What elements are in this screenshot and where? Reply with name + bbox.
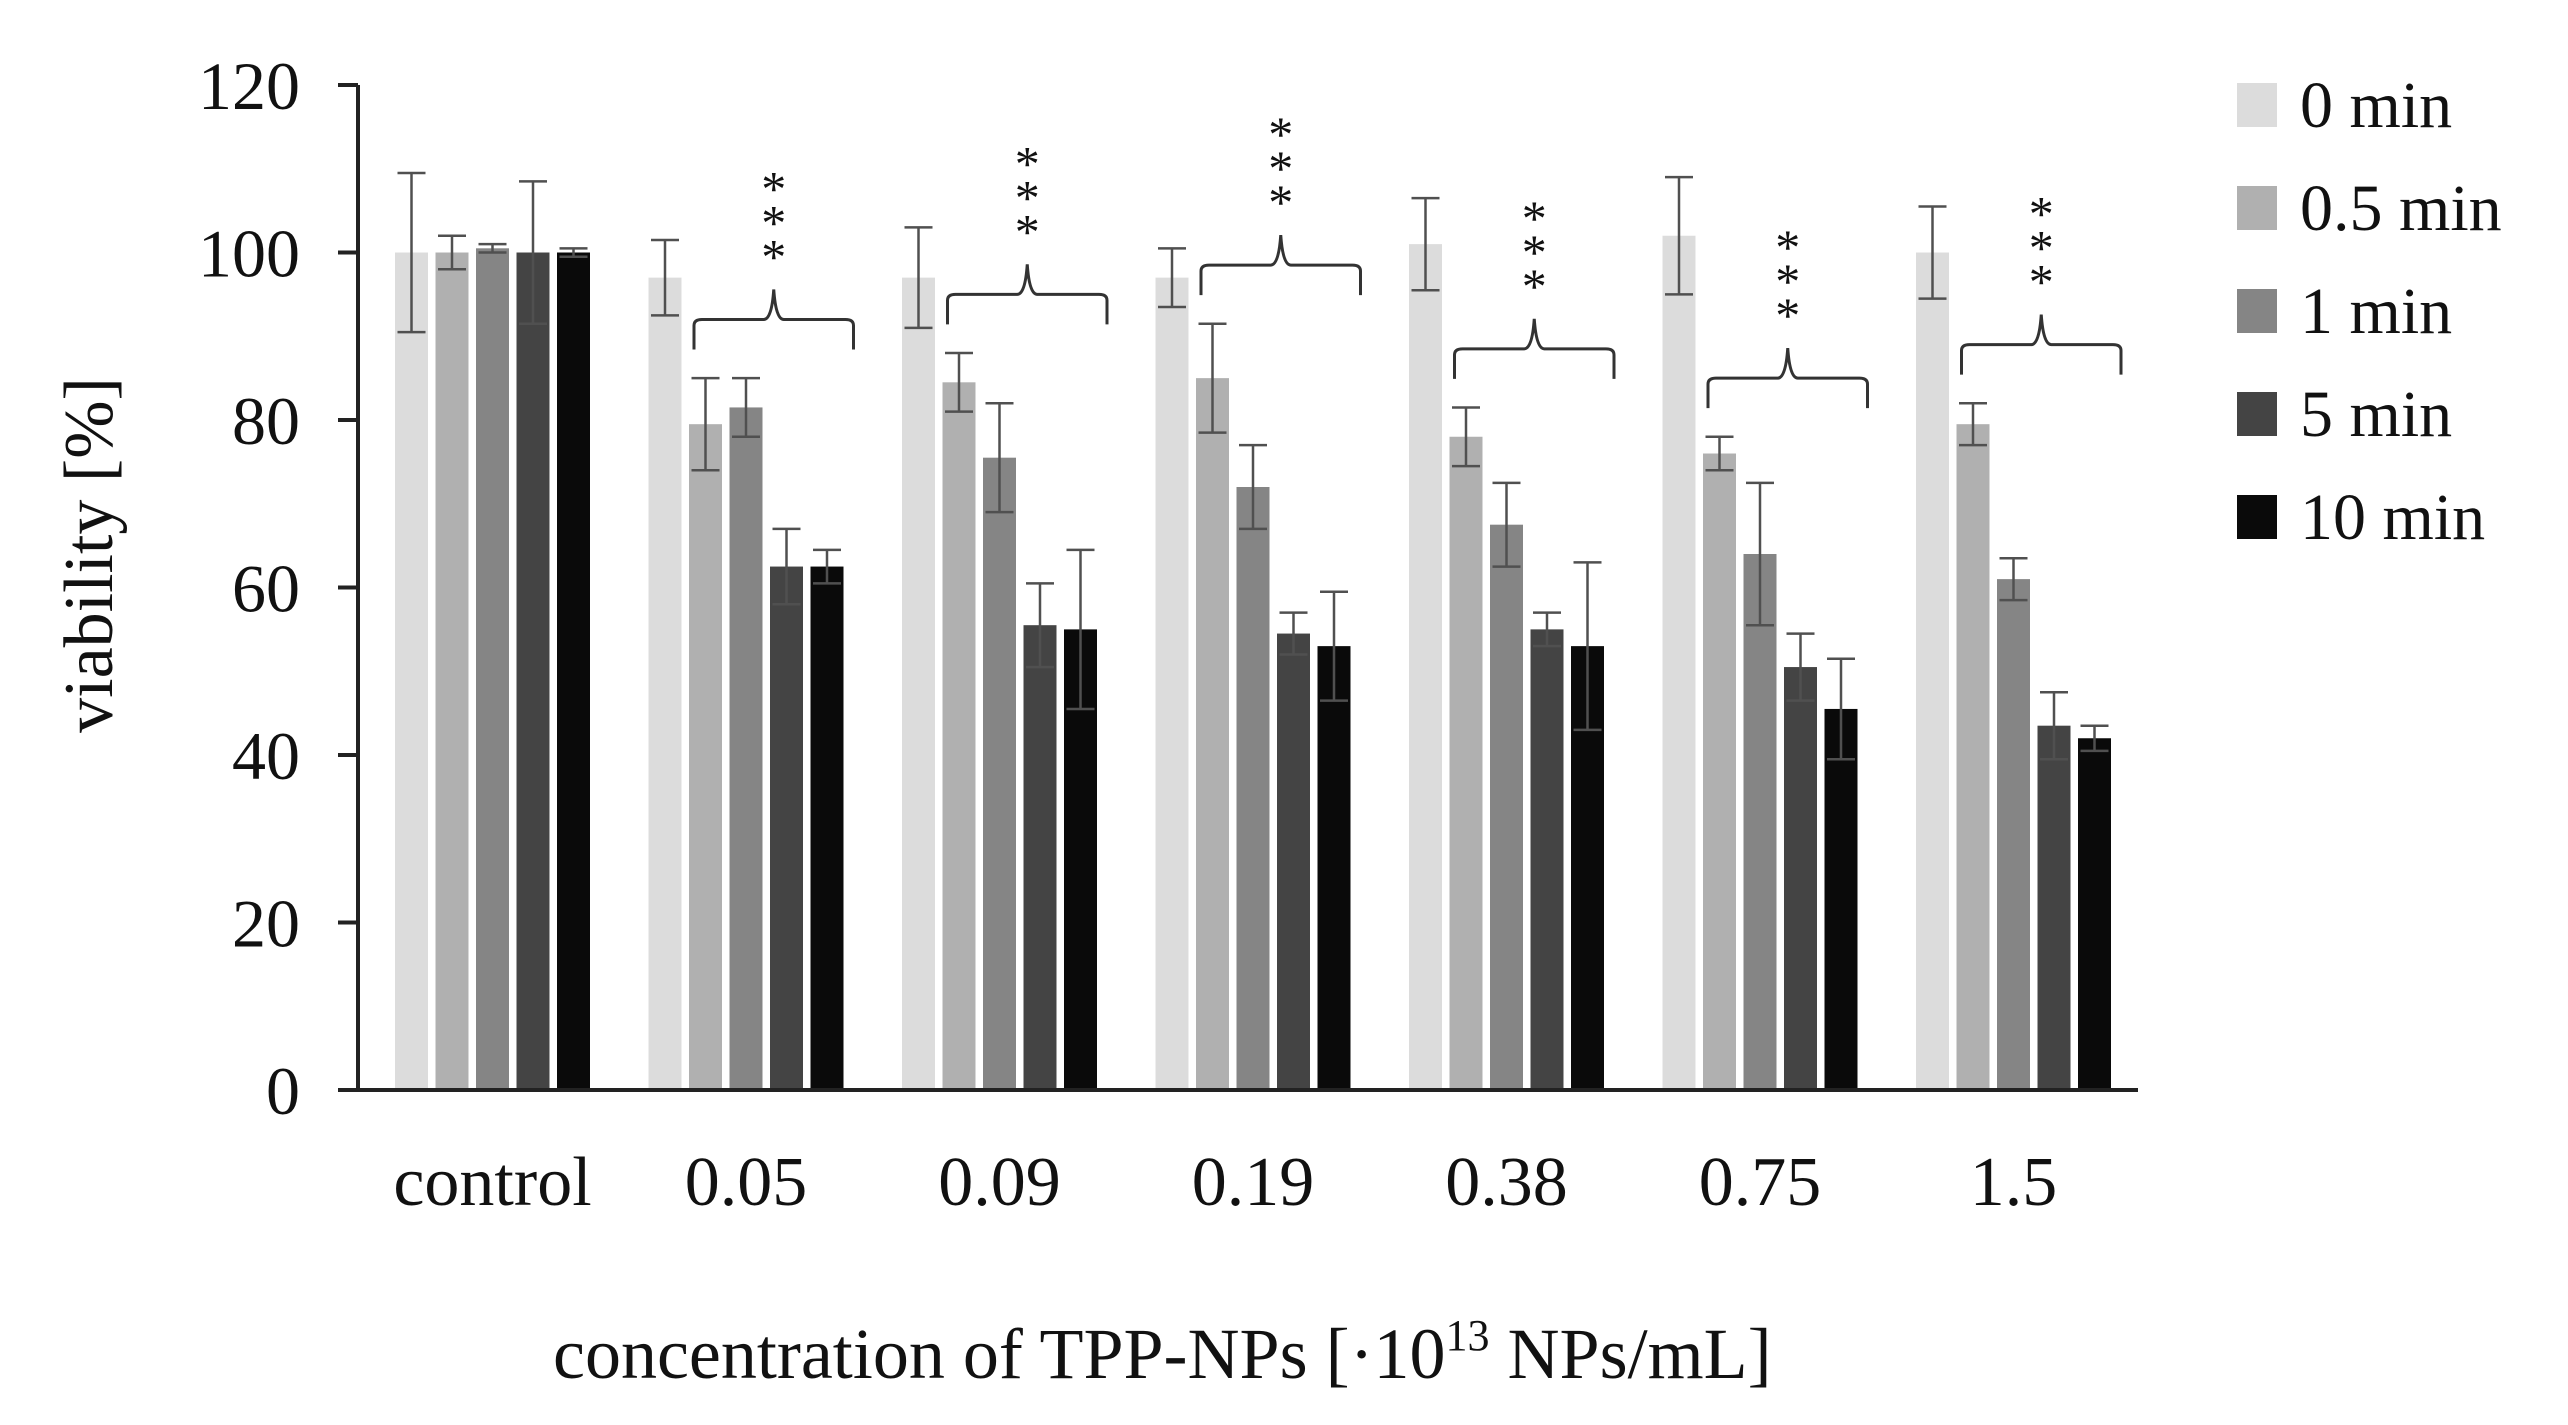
- y-tick-label: 0: [266, 1053, 300, 1129]
- significance-star: *: [1522, 224, 1547, 280]
- bar: [1997, 579, 2030, 1090]
- x-tick-label: 0.75: [1699, 1144, 1822, 1221]
- significance-star: *: [2029, 254, 2054, 310]
- x-tick-label: control: [393, 1144, 591, 1221]
- significance-brace: [692, 289, 855, 350]
- bar: [689, 424, 722, 1090]
- significance-star: *: [1015, 169, 1040, 225]
- y-ticks: 0 20 40 60 80 100 120: [198, 48, 358, 1129]
- error-bars-layer: [397, 171, 2109, 761]
- legend-swatch: [2237, 495, 2277, 539]
- significance-layer: ******************: [692, 106, 2123, 409]
- y-tick-label: 120: [198, 48, 300, 124]
- bar: [1196, 378, 1229, 1090]
- significance-brace: [1706, 348, 1869, 409]
- bar: [1277, 633, 1310, 1090]
- bar: [1409, 244, 1442, 1090]
- bar: [476, 248, 509, 1090]
- bar: [1916, 252, 1949, 1090]
- bar: [516, 252, 550, 1090]
- significance-brace: [946, 264, 1109, 325]
- significance-star: *: [1015, 203, 1040, 259]
- significance-brace: [1960, 314, 2123, 375]
- bar: [1155, 277, 1189, 1090]
- bar: [729, 407, 763, 1090]
- bar: [2078, 738, 2111, 1090]
- y-tick-label: 60: [232, 551, 300, 627]
- legend-swatch: [2237, 392, 2277, 436]
- legend: 0 min 0.5 min 1 min 5 min 10 min: [2237, 69, 2502, 554]
- bar: [1530, 629, 1564, 1090]
- bar: [983, 457, 1016, 1090]
- legend-swatch: [2237, 186, 2277, 230]
- x-axis-title-main: concentration of TPP-NPs [·10: [553, 1314, 1446, 1394]
- x-tick-labels: control 0.05 0.09 0.19 0.38 0.75 1.5: [393, 1144, 2057, 1221]
- significance-star: *: [761, 229, 786, 285]
- bar: [942, 382, 976, 1090]
- x-tick-label: 0.19: [1192, 1144, 1315, 1221]
- significance-star: *: [1522, 258, 1547, 314]
- x-axis-title-exponent: 13: [1446, 1311, 1490, 1360]
- bar: [1662, 235, 1696, 1090]
- significance-star: *: [761, 195, 786, 251]
- bar: [1449, 436, 1483, 1090]
- bar: [435, 252, 469, 1090]
- legend-swatch: [2237, 83, 2277, 127]
- x-tick-label: 0.09: [938, 1144, 1061, 1221]
- bar: [395, 252, 428, 1090]
- x-tick-label: 1.5: [1970, 1144, 2058, 1221]
- significance-star: *: [1522, 190, 1547, 246]
- bar: [1023, 625, 1057, 1090]
- y-tick-label: 40: [232, 718, 300, 794]
- legend-label: 5 min: [2300, 378, 2452, 451]
- y-tick-label: 80: [232, 383, 300, 459]
- bar: [648, 277, 682, 1090]
- bar: [1490, 524, 1523, 1090]
- bar: [557, 252, 590, 1090]
- significance-star: *: [1268, 140, 1293, 196]
- significance-star: *: [761, 161, 786, 217]
- x-tick-label: 0.05: [685, 1144, 808, 1221]
- significance-star: *: [1268, 174, 1293, 230]
- bar: [1824, 708, 1858, 1090]
- x-axis-title: concentration of TPP-NPs [·1013 NPs/mL]: [553, 1311, 1772, 1394]
- legend-label: 10 min: [2300, 481, 2485, 554]
- significance-star: *: [1775, 253, 1800, 309]
- significance-brace: [1199, 234, 1362, 296]
- significance-brace: [1453, 318, 1616, 379]
- significance-star: *: [1015, 135, 1040, 191]
- y-tick-label: 100: [198, 216, 300, 292]
- bar: [1743, 554, 1777, 1090]
- bar: [2037, 725, 2071, 1090]
- y-tick-label: 20: [232, 886, 300, 962]
- significance-star: *: [2029, 186, 2054, 242]
- legend-label: 0 min: [2300, 69, 2452, 142]
- bar: [1956, 424, 1990, 1090]
- significance-star: *: [1268, 106, 1293, 162]
- x-axis-title-unit: NPs/mL]: [1490, 1314, 1772, 1394]
- significance-star: *: [1775, 287, 1800, 343]
- bar: [1317, 646, 1351, 1090]
- significance-star: *: [2029, 220, 2054, 276]
- legend-label: 0.5 min: [2300, 172, 2502, 245]
- bars-layer: [395, 235, 2111, 1090]
- significance-star: *: [1775, 219, 1800, 275]
- legend-label: 1 min: [2300, 275, 2452, 348]
- bar: [1784, 667, 1817, 1090]
- bar: [770, 566, 803, 1090]
- bar: [902, 277, 935, 1090]
- bar: [1236, 487, 1270, 1090]
- x-tick-label: 0.38: [1445, 1144, 1568, 1221]
- bar: [810, 566, 844, 1090]
- y-axis-title: viability [%]: [51, 377, 128, 733]
- legend-swatch: [2237, 289, 2277, 333]
- bar: [1703, 453, 1736, 1090]
